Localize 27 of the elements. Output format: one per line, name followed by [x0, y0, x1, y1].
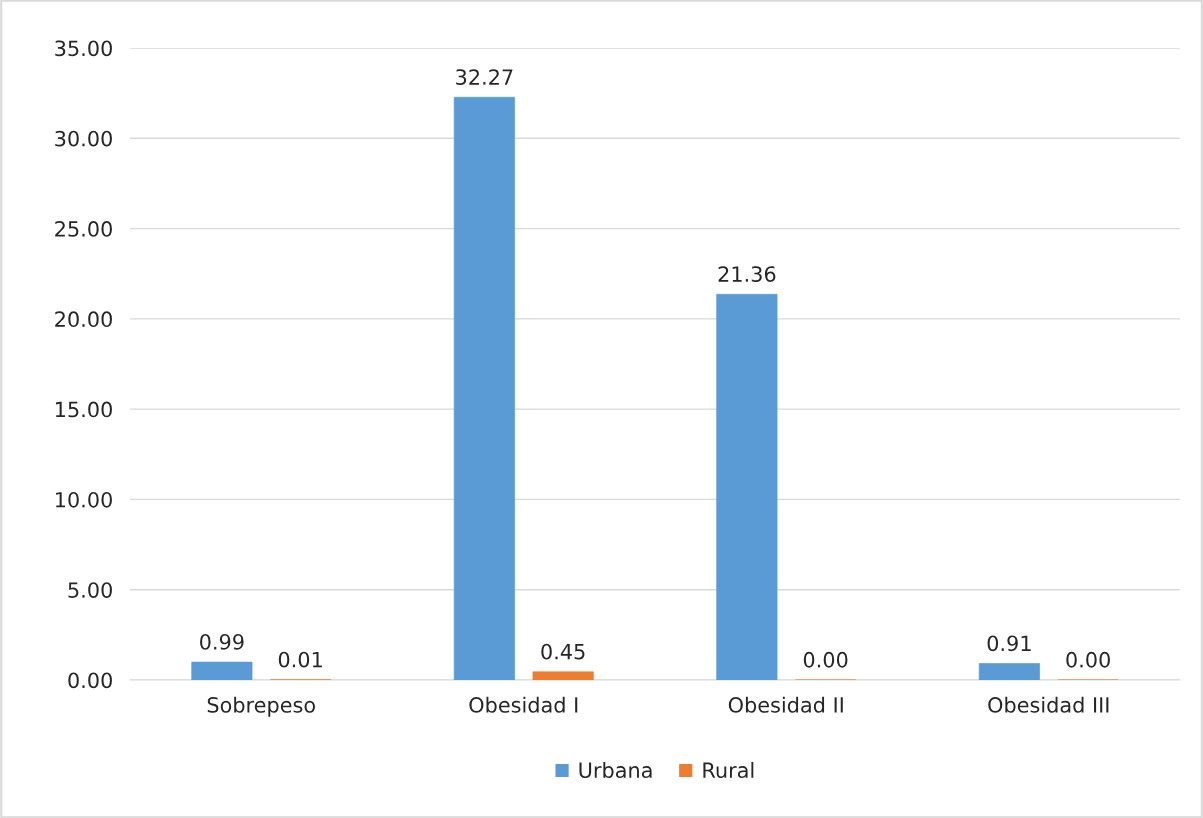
- x-tick-label: Obesidad III: [988, 696, 1109, 713]
- data-label: 0.01: [278, 651, 322, 668]
- bar: [532, 671, 594, 680]
- data-label: 21.36: [718, 266, 776, 282]
- x-tick-label: Obesidad II: [728, 696, 843, 713]
- y-tick-label: 20.00: [55, 311, 112, 328]
- bar: [453, 96, 515, 680]
- y-tick-label: 5.00: [68, 582, 112, 598]
- bar: [191, 661, 253, 680]
- legend-label: Rural: [703, 761, 754, 779]
- x-tick-label: Sobrepeso: [207, 696, 315, 717]
- y-tick-label: 35.00: [55, 40, 112, 57]
- y-tick-label: 0.00: [68, 672, 112, 689]
- x-tick-label: Obesidad I: [469, 696, 578, 713]
- y-tick-label: 25.00: [55, 221, 112, 237]
- bar: [978, 663, 1040, 680]
- data-label: 0.00: [1066, 651, 1110, 668]
- bar: [716, 293, 778, 680]
- data-label: 0.99: [200, 634, 244, 650]
- data-label: 0.00: [803, 651, 848, 668]
- y-tick-label: 30.00: [55, 130, 112, 147]
- data-label: 0.45: [541, 643, 585, 660]
- y-tick-label: 15.00: [55, 401, 112, 418]
- data-label: 32.27: [456, 69, 513, 85]
- y-tick-label: 10.00: [55, 491, 112, 508]
- data-label: 0.91: [987, 635, 1031, 652]
- legend-label: Urbana: [579, 761, 652, 779]
